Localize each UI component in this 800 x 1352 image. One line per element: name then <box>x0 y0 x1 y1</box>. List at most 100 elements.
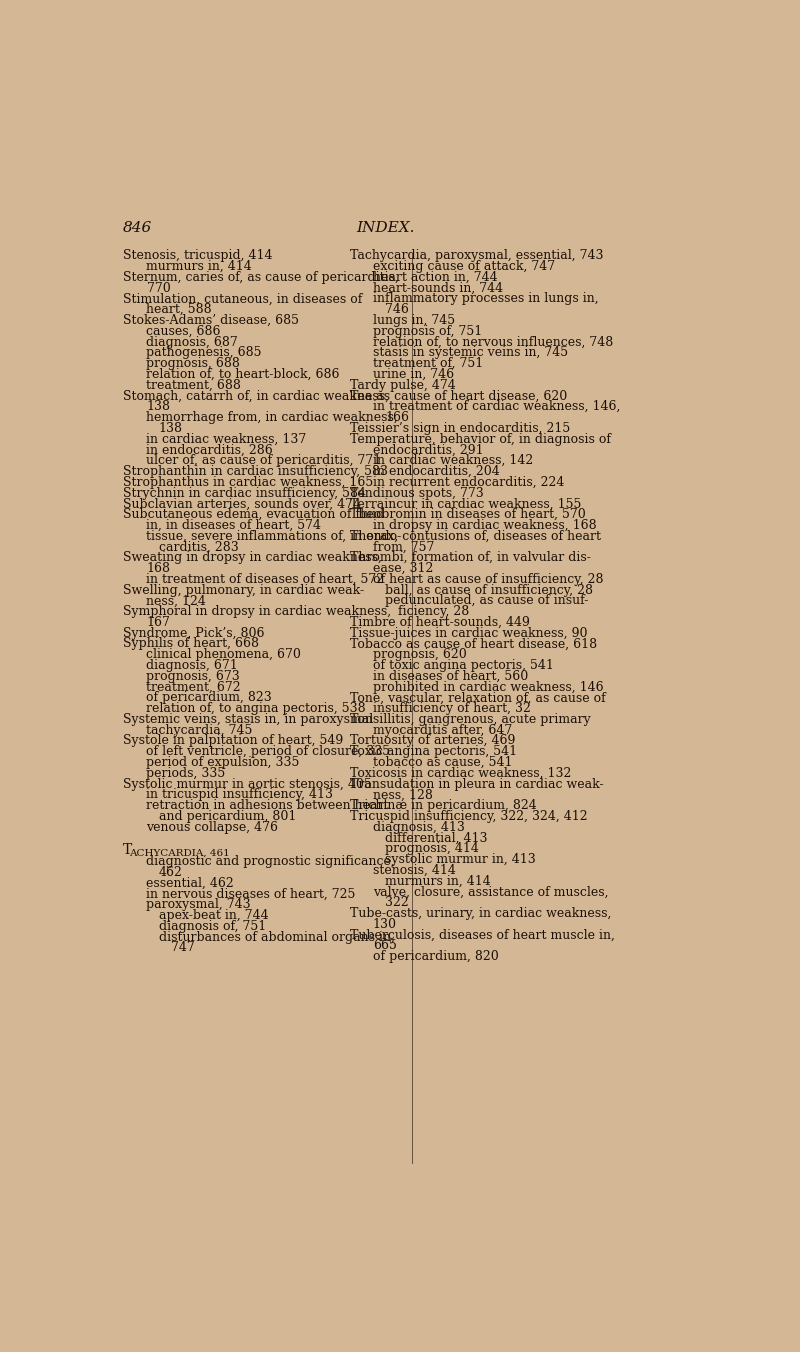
Text: from, 757: from, 757 <box>373 541 434 553</box>
Text: diagnosis, 413: diagnosis, 413 <box>373 821 465 834</box>
Text: essential, 462: essential, 462 <box>146 876 234 890</box>
Text: prognosis, 673: prognosis, 673 <box>146 669 240 683</box>
Text: heart action in, 744: heart action in, 744 <box>373 270 498 284</box>
Text: Thrombi, formation of, in valvular dis-: Thrombi, formation of, in valvular dis- <box>350 552 590 564</box>
Text: ulcer of, as cause of pericarditis, 771: ulcer of, as cause of pericarditis, 771 <box>146 454 382 468</box>
Text: of pericardium, 823: of pericardium, 823 <box>146 691 272 704</box>
Text: hemorrhage from, in cardiac weakness,: hemorrhage from, in cardiac weakness, <box>146 411 398 425</box>
Text: in dropsy in cardiac weakness, 168: in dropsy in cardiac weakness, 168 <box>373 519 597 531</box>
Text: Tendinous spots, 773: Tendinous spots, 773 <box>350 487 483 499</box>
Text: Sweating in dropsy in cardiac weakness,: Sweating in dropsy in cardiac weakness, <box>123 552 382 564</box>
Text: relation of, to heart-block, 686: relation of, to heart-block, 686 <box>146 368 340 381</box>
Text: Tone, vascular, relaxation of, as cause of: Tone, vascular, relaxation of, as cause … <box>350 691 606 704</box>
Text: heart, 588: heart, 588 <box>146 303 212 316</box>
Text: Strychnin in cardiac insufficiency, 584: Strychnin in cardiac insufficiency, 584 <box>123 487 366 499</box>
Text: in cardiac weakness, 137: in cardiac weakness, 137 <box>146 433 306 446</box>
Text: Tardy pulse, 474: Tardy pulse, 474 <box>350 379 455 392</box>
Text: stenosis, 414: stenosis, 414 <box>373 864 456 877</box>
Text: tachycardia, 745: tachycardia, 745 <box>146 723 253 737</box>
Text: in cardiac weakness, 142: in cardiac weakness, 142 <box>373 454 533 468</box>
Text: Toxic angina pectoris, 541: Toxic angina pectoris, 541 <box>350 745 517 758</box>
Text: ness, 128: ness, 128 <box>373 788 433 802</box>
Text: ness, 124: ness, 124 <box>146 595 206 607</box>
Text: in treatment of diseases of heart, 572: in treatment of diseases of heart, 572 <box>146 573 385 585</box>
Text: of left ventricle, period of closure, 335: of left ventricle, period of closure, 33… <box>146 745 390 758</box>
Text: in treatment of cardiac weakness, 146,: in treatment of cardiac weakness, 146, <box>373 400 620 414</box>
Text: in endocarditis, 204: in endocarditis, 204 <box>373 465 499 479</box>
Text: ease, 312: ease, 312 <box>373 562 433 575</box>
Text: Sternum, caries of, as cause of pericarditis,: Sternum, caries of, as cause of pericard… <box>123 270 399 284</box>
Text: 130: 130 <box>373 918 397 930</box>
Text: Temperature, behavior of, in diagnosis of: Temperature, behavior of, in diagnosis o… <box>350 433 610 446</box>
Text: of heart as cause of insufficiency, 28: of heart as cause of insufficiency, 28 <box>373 573 603 585</box>
Text: 665: 665 <box>373 940 397 952</box>
Text: Timbre of heart-sounds, 449: Timbre of heart-sounds, 449 <box>350 617 530 629</box>
Text: 138: 138 <box>146 400 170 414</box>
Text: Syphilis of heart, 668: Syphilis of heart, 668 <box>123 637 259 650</box>
Text: diagnosis of, 751: diagnosis of, 751 <box>159 919 266 933</box>
Text: urine in, 746: urine in, 746 <box>373 368 454 381</box>
Text: diagnosis, 687: diagnosis, 687 <box>146 335 238 349</box>
Text: murmurs in, 414: murmurs in, 414 <box>146 260 252 273</box>
Text: Tortuosity of arteries, 469: Tortuosity of arteries, 469 <box>350 734 515 748</box>
Text: lungs in, 745: lungs in, 745 <box>373 314 455 327</box>
Text: period of expulsion, 335: period of expulsion, 335 <box>146 756 300 769</box>
Text: Trichinæ in pericardium, 824: Trichinæ in pericardium, 824 <box>350 799 536 813</box>
Text: Tricuspid insufficiency, 322, 324, 412: Tricuspid insufficiency, 322, 324, 412 <box>350 810 587 823</box>
Text: in recurrent endocarditis, 224: in recurrent endocarditis, 224 <box>373 476 564 488</box>
Text: Subclavian arteries, sounds over, 474: Subclavian arteries, sounds over, 474 <box>123 498 362 510</box>
Text: Theobromin in diseases of heart, 570: Theobromin in diseases of heart, 570 <box>350 508 586 521</box>
Text: Tonsillitis, gangrenous, acute primary: Tonsillitis, gangrenous, acute primary <box>350 713 590 726</box>
Text: 746: 746 <box>386 303 409 316</box>
Text: myocarditis after, 647: myocarditis after, 647 <box>373 723 512 737</box>
Text: Teissier’s sign in endocarditis, 215: Teissier’s sign in endocarditis, 215 <box>350 422 570 435</box>
Text: prognosis of, 751: prognosis of, 751 <box>373 324 482 338</box>
Text: Strophanthus in cardiac weakness, 165: Strophanthus in cardiac weakness, 165 <box>123 476 374 488</box>
Text: retraction in adhesions between heart: retraction in adhesions between heart <box>146 799 389 813</box>
Text: endocarditis, 291: endocarditis, 291 <box>373 443 483 457</box>
Text: of toxic angina pectoris, 541: of toxic angina pectoris, 541 <box>373 658 554 672</box>
Text: venous collapse, 476: venous collapse, 476 <box>146 821 278 834</box>
Text: 138: 138 <box>159 422 183 435</box>
Text: Stimulation, cutaneous, in diseases of: Stimulation, cutaneous, in diseases of <box>123 292 362 306</box>
Text: insufficiency of heart, 32: insufficiency of heart, 32 <box>373 702 530 715</box>
Text: Tea as cause of heart disease, 620: Tea as cause of heart disease, 620 <box>350 389 566 403</box>
Text: pedunculated, as cause of insuf-: pedunculated, as cause of insuf- <box>386 595 589 607</box>
Text: valve, closure, assistance of muscles,: valve, closure, assistance of muscles, <box>373 886 608 898</box>
Text: in, in diseases of heart, 574: in, in diseases of heart, 574 <box>146 519 322 531</box>
Text: prognosis, 414: prognosis, 414 <box>386 842 479 856</box>
Text: tissue, severe inflammations of, in endo-: tissue, severe inflammations of, in endo… <box>146 530 402 542</box>
Text: of pericardium, 820: of pericardium, 820 <box>373 950 498 963</box>
Text: Tobacco as cause of heart disease, 618: Tobacco as cause of heart disease, 618 <box>350 637 597 650</box>
Text: differential, 413: differential, 413 <box>386 831 488 845</box>
Text: treatment, 688: treatment, 688 <box>146 379 242 392</box>
Text: Tuberculosis, diseases of heart muscle in,: Tuberculosis, diseases of heart muscle i… <box>350 929 614 941</box>
Text: pathogenesis, 685: pathogenesis, 685 <box>146 346 262 360</box>
Text: Tube-casts, urinary, in cardiac weakness,: Tube-casts, urinary, in cardiac weakness… <box>350 907 611 919</box>
Text: in tricuspid insufficiency, 413: in tricuspid insufficiency, 413 <box>146 788 334 802</box>
Text: exciting cause of attack, 747: exciting cause of attack, 747 <box>373 260 555 273</box>
Text: T: T <box>123 844 133 857</box>
Text: Syndrome, Pick’s, 806: Syndrome, Pick’s, 806 <box>123 626 265 639</box>
Text: Terraincur in cardiac weakness, 155: Terraincur in cardiac weakness, 155 <box>350 498 581 510</box>
Text: stasis in systemic veins in, 745: stasis in systemic veins in, 745 <box>373 346 568 360</box>
Text: Tachycardia, paroxysmal, essential, 743: Tachycardia, paroxysmal, essential, 743 <box>350 249 603 262</box>
Text: Strophanthin in cardiac insufficiency, 583: Strophanthin in cardiac insufficiency, 5… <box>123 465 388 479</box>
Text: prognosis, 688: prognosis, 688 <box>146 357 240 370</box>
Text: diagnostic and prognostic significance,: diagnostic and prognostic significance, <box>146 856 395 868</box>
Text: prohibited in cardiac weakness, 146: prohibited in cardiac weakness, 146 <box>373 680 603 694</box>
Text: and pericardium, 801: and pericardium, 801 <box>159 810 296 823</box>
Text: Stokes-Adams’ disease, 685: Stokes-Adams’ disease, 685 <box>123 314 299 327</box>
Text: 166: 166 <box>386 411 409 425</box>
Text: Systole in palpitation of heart, 549: Systole in palpitation of heart, 549 <box>123 734 343 748</box>
Text: tobacco as cause, 541: tobacco as cause, 541 <box>373 756 512 769</box>
Text: in endocarditis, 286: in endocarditis, 286 <box>146 443 274 457</box>
Text: disturbances of abdominal organs in,: disturbances of abdominal organs in, <box>159 930 394 944</box>
Text: Toxicosis in cardiac weakness, 132: Toxicosis in cardiac weakness, 132 <box>350 767 571 780</box>
Text: treatment of, 751: treatment of, 751 <box>373 357 483 370</box>
Text: 167: 167 <box>146 617 170 629</box>
Text: Tissue-juices in cardiac weakness, 90: Tissue-juices in cardiac weakness, 90 <box>350 626 587 639</box>
Text: 322: 322 <box>386 896 409 909</box>
Text: treatment, 672: treatment, 672 <box>146 680 241 694</box>
Text: heart-sounds in, 744: heart-sounds in, 744 <box>373 281 503 295</box>
